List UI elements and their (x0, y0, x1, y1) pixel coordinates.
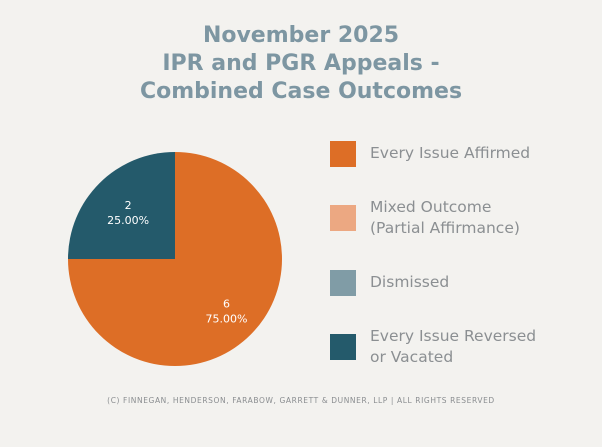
legend-swatch-mixed (330, 205, 356, 231)
copyright-footer: (c) Finnegan, Henderson, Farabow, Garret… (107, 396, 495, 405)
title-line-2: IPR and PGR Appeals - (162, 51, 440, 76)
legend-label-mixed-1: Mixed Outcome (370, 198, 492, 216)
legend-label-reversed-2: or Vacated (370, 348, 454, 366)
legend-item-dismissed: Dismissed (330, 270, 449, 296)
slice-value-label-0: 6 (223, 297, 230, 310)
legend-label-reversed-1: Every Issue Reversed (370, 327, 537, 345)
legend-swatch-reversed (330, 334, 356, 360)
legend-swatch-affirmed (330, 141, 356, 167)
legend-item-reversed: Every Issue Reversed or Vacated (330, 327, 536, 366)
chart-title: November 2025 IPR and PGR Appeals - Comb… (0, 22, 602, 106)
legend-label-dismissed: Dismissed (370, 273, 450, 291)
slice-percent-label-0: 75.00% (205, 312, 247, 325)
slice-value-label-3: 2 (125, 199, 132, 212)
pie-slice-3 (68, 152, 175, 259)
slice-percent-label-3: 25.00% (107, 214, 149, 227)
legend-label-mixed-2: (Partial Affirmance) (370, 219, 520, 237)
legend-label-affirmed: Every Issue Affirmed (370, 144, 531, 162)
title-line-3: Combined Case Outcomes (139, 79, 463, 104)
title-line-1: November 2025 (202, 23, 400, 48)
legend-swatch-dismissed (330, 270, 356, 296)
legend-item-affirmed: Every Issue Affirmed (330, 141, 530, 167)
legend-item-mixed: Mixed Outcome (Partial Affirmance) (330, 198, 520, 237)
